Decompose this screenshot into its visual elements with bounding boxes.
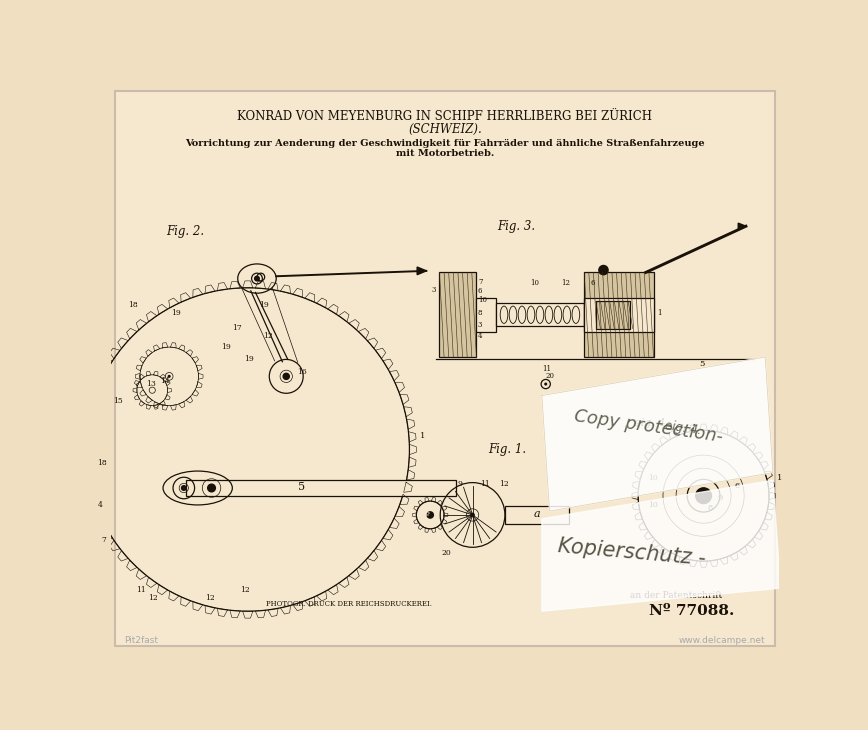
Text: Pit2fast: Pit2fast	[124, 636, 159, 645]
Text: 10: 10	[648, 474, 658, 483]
Text: 11: 11	[542, 365, 551, 373]
Text: 10: 10	[530, 280, 539, 288]
Text: (SCHWEIZ).: (SCHWEIZ).	[408, 123, 482, 136]
Circle shape	[283, 373, 289, 380]
Polygon shape	[542, 480, 780, 611]
Text: 12: 12	[240, 586, 250, 594]
Text: 6: 6	[734, 482, 740, 490]
Text: 4: 4	[478, 332, 483, 340]
Text: 5: 5	[298, 482, 306, 491]
FancyBboxPatch shape	[477, 298, 496, 331]
Text: 14: 14	[160, 377, 170, 385]
Circle shape	[696, 488, 712, 504]
Text: 15: 15	[113, 397, 122, 405]
Text: 20: 20	[442, 549, 451, 557]
Text: 11: 11	[136, 586, 146, 594]
Text: 19: 19	[220, 343, 231, 351]
Text: 10: 10	[648, 502, 658, 510]
FancyBboxPatch shape	[439, 272, 477, 357]
FancyBboxPatch shape	[595, 301, 630, 328]
Text: e: e	[424, 510, 430, 518]
Text: 12: 12	[148, 593, 157, 602]
Text: eig. 4.: eig. 4.	[663, 419, 701, 437]
Text: 13: 13	[146, 380, 156, 388]
Text: 1: 1	[420, 432, 425, 440]
Text: 19: 19	[244, 355, 253, 363]
Text: 19: 19	[171, 309, 181, 317]
Text: PHOTOGR. DRUCK DER REICHSDRUCKEREI.: PHOTOGR. DRUCK DER REICHSDRUCKEREI.	[266, 599, 432, 607]
Polygon shape	[542, 357, 773, 511]
FancyBboxPatch shape	[584, 272, 654, 357]
Text: 4: 4	[97, 502, 102, 510]
Text: 7: 7	[102, 536, 106, 544]
Text: Fig. 2.: Fig. 2.	[166, 226, 204, 239]
Text: Fig. 1.: Fig. 1.	[488, 443, 526, 456]
Text: www.delcampe.net: www.delcampe.net	[679, 636, 766, 645]
Text: an der Patentschrift: an der Patentschrift	[630, 591, 723, 600]
Circle shape	[599, 266, 608, 274]
Text: 6: 6	[478, 287, 483, 295]
Text: 17: 17	[233, 324, 242, 332]
Text: Nº 77088.: Nº 77088.	[649, 604, 734, 618]
Text: 20: 20	[546, 372, 555, 380]
Text: 3: 3	[478, 321, 483, 329]
Text: 10: 10	[478, 296, 487, 304]
Text: 6: 6	[590, 280, 595, 288]
Text: 8: 8	[707, 504, 713, 512]
Circle shape	[207, 484, 215, 492]
Text: 9: 9	[718, 493, 723, 502]
Text: 8: 8	[478, 309, 483, 317]
Text: eig. 4.: eig. 4.	[635, 418, 669, 429]
Text: 18: 18	[128, 301, 138, 309]
Text: 18: 18	[97, 459, 108, 467]
Text: 1: 1	[657, 309, 662, 317]
FancyBboxPatch shape	[505, 506, 569, 524]
Text: KONRAD VON MEYENBURG IN SCHIPF HERRLIBERG BEI ZÜRICH: KONRAD VON MEYENBURG IN SCHIPF HERRLIBER…	[237, 110, 653, 123]
FancyBboxPatch shape	[186, 480, 456, 496]
Text: 11: 11	[480, 480, 490, 488]
Text: 12: 12	[499, 480, 510, 488]
Text: 19: 19	[260, 301, 269, 309]
Circle shape	[426, 511, 434, 519]
Circle shape	[254, 276, 260, 281]
Text: 12: 12	[263, 332, 273, 340]
Text: Fig. 3.: Fig. 3.	[497, 220, 536, 233]
FancyBboxPatch shape	[496, 303, 584, 326]
Circle shape	[168, 374, 171, 378]
Circle shape	[544, 383, 547, 385]
Text: 9: 9	[457, 480, 462, 488]
Polygon shape	[738, 223, 746, 229]
Text: 3: 3	[431, 285, 436, 293]
Circle shape	[470, 512, 475, 518]
Text: Vorrichtung zur Aenderung der Geschwindigkeit für Fahrräder und ähnliche Straßen: Vorrichtung zur Aenderung der Geschwindi…	[185, 139, 705, 147]
Text: 7: 7	[478, 278, 483, 286]
FancyBboxPatch shape	[115, 91, 775, 646]
Text: a: a	[534, 510, 540, 519]
Text: 12: 12	[206, 593, 215, 602]
Text: mit Motorbetrieb.: mit Motorbetrieb.	[396, 148, 494, 158]
Polygon shape	[418, 267, 426, 274]
Text: Kopierschutz -: Kopierschutz -	[557, 536, 707, 569]
Text: 1: 1	[777, 474, 782, 483]
Text: 12: 12	[561, 280, 570, 288]
Circle shape	[181, 485, 186, 491]
Text: 5: 5	[700, 360, 705, 368]
FancyBboxPatch shape	[584, 298, 654, 331]
Text: 16: 16	[297, 368, 306, 376]
Text: Copy protection-: Copy protection-	[573, 407, 724, 446]
